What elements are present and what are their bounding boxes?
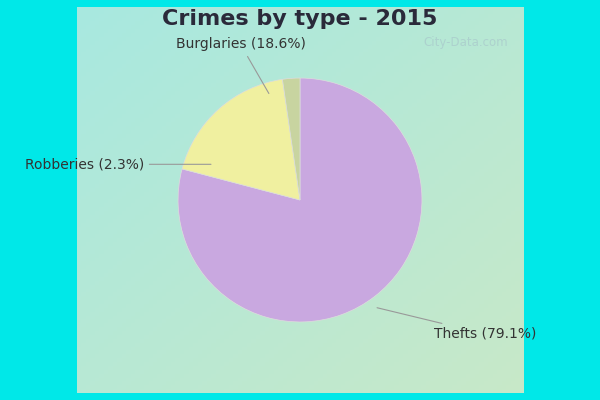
- Text: Thefts (79.1%): Thefts (79.1%): [377, 308, 536, 341]
- Wedge shape: [182, 79, 300, 200]
- Text: Burglaries (18.6%): Burglaries (18.6%): [176, 37, 305, 94]
- Wedge shape: [283, 78, 300, 200]
- Text: Robberies (2.3%): Robberies (2.3%): [25, 157, 211, 171]
- Text: Crimes by type - 2015: Crimes by type - 2015: [163, 8, 437, 28]
- Wedge shape: [178, 78, 422, 322]
- Text: City-Data.com: City-Data.com: [424, 36, 508, 50]
